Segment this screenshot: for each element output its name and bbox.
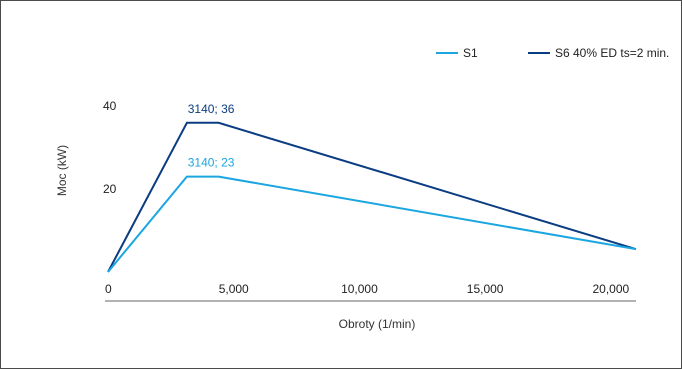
legend-label-1: S6 40% ED ts=2 min. <box>555 46 669 60</box>
data-label: 3140; 23 <box>188 156 235 170</box>
x-tick-label: 20,000 <box>593 282 630 296</box>
legend-label-0: S1 <box>463 46 478 60</box>
axes-group: Obroty (1/min) Moc (kW) 0 5,000 10,000 15,000… <box>55 99 636 331</box>
y-tick-label: 20 <box>103 182 117 196</box>
x-tick-label: 0 <box>105 282 112 296</box>
legend: S1 S6 40% ED ts=2 min. <box>436 46 669 60</box>
annotations-group: 3140; 36 3140; 23 <box>188 102 235 170</box>
series-group <box>107 121 637 273</box>
y-tick-label: 40 <box>103 99 117 113</box>
series-line-1 <box>107 121 637 273</box>
x-tick-label: 5,000 <box>219 282 249 296</box>
x-tick-label: 10,000 <box>341 282 378 296</box>
series-line-0 <box>107 175 637 273</box>
data-label: 3140; 36 <box>188 102 235 116</box>
x-tick-label: 15,000 <box>467 282 504 296</box>
y-axis-label: Moc (kW) <box>55 145 69 196</box>
x-axis-label: Obroty (1/min) <box>339 317 416 331</box>
